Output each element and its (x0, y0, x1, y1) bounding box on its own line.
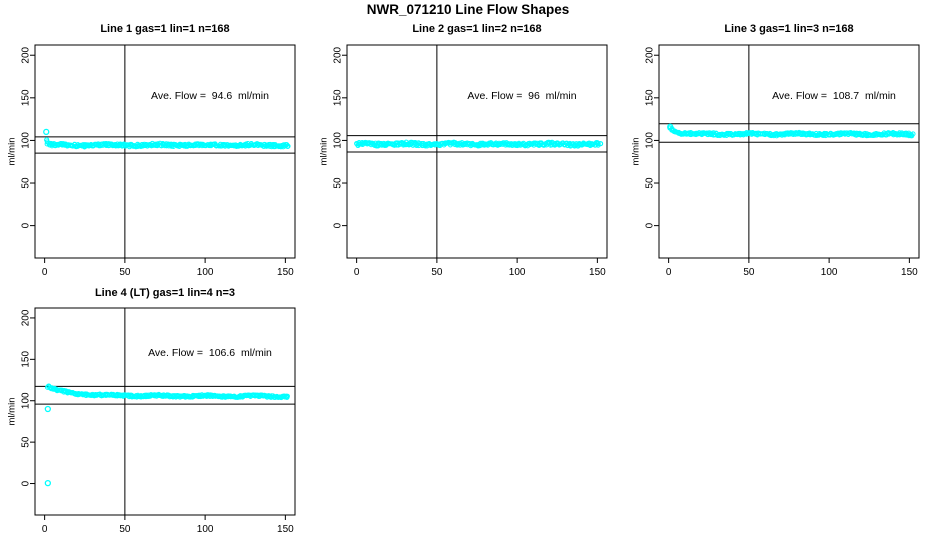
y-axis-tick-label: 0 (333, 222, 344, 228)
data-point-band (44, 383, 290, 487)
y-axis-label: ml/min (630, 138, 641, 166)
plot-marks: 0 50 100 150 0 50 100 150 200 ml/min (318, 44, 608, 278)
y-axis-tick-label: 200 (21, 46, 32, 63)
y-axis-tick-label: 50 (21, 177, 32, 189)
x-axis-tick-label: 150 (901, 267, 918, 278)
plot-marks: 0 50 100 150 0 50 100 150 200 ml/min (6, 307, 296, 535)
y-axis-tick-label: 100 (21, 392, 32, 409)
panel-title: Line 2 gas=1 lin=2 n=168 (412, 23, 541, 35)
panel-title: Line 3 gas=1 lin=3 n=168 (724, 23, 853, 35)
x-axis-tick-label: 0 (354, 267, 360, 278)
y-axis-label: ml/min (6, 138, 17, 166)
main-title: NWR_071210 Line Flow Shapes (366, 2, 570, 17)
panel-line-1: 0 50 100 150 0 50 100 150 200 ml/min Line 1 gas=1… (6, 23, 296, 278)
x-axis-tick-label: 0 (42, 524, 48, 535)
ave-flow-annotation: Ave. Flow = 96 ml/min (467, 90, 576, 102)
plot-border (658, 44, 920, 259)
y-axis-label: ml/min (318, 138, 329, 166)
x-axis-tick-label: 50 (431, 267, 443, 278)
panel-line-2: 0 50 100 150 0 50 100 150 200 ml/min Line 2 gas=1… (318, 23, 608, 278)
x-axis-tick-label: 150 (277, 524, 294, 535)
y-axis-tick-label: 50 (645, 177, 656, 189)
x-axis-tick-label: 50 (119, 267, 131, 278)
plot-border (346, 44, 608, 259)
panel-title: Line 1 gas=1 lin=1 n=168 (100, 23, 229, 35)
x-axis-tick-label: 50 (743, 267, 755, 278)
data-point-band (667, 123, 916, 139)
ave-flow-annotation: Ave. Flow = 106.6 ml/min (148, 347, 272, 359)
y-axis-tick-label: 100 (645, 132, 656, 149)
plot-marks: 0 50 100 150 0 50 100 150 200 ml/min (6, 44, 296, 278)
ave-flow-annotation: Ave. Flow = 108.7 ml/min (772, 90, 896, 102)
panel-title: Line 4 (LT) gas=1 lin=4 n=3 (95, 287, 235, 299)
x-axis-tick-label: 150 (277, 267, 294, 278)
y-axis-tick-label: 200 (21, 309, 32, 326)
x-axis-tick-label: 150 (589, 267, 606, 278)
x-axis-tick-label: 0 (42, 267, 48, 278)
x-axis-tick-label: 0 (666, 267, 672, 278)
y-axis-tick-label: 0 (21, 480, 32, 486)
data-point-band (43, 128, 291, 150)
y-axis-tick-label: 150 (21, 89, 32, 106)
plot-marks: 0 50 100 150 0 50 100 150 200 ml/min (630, 44, 920, 278)
panel-line-3: 0 50 100 150 0 50 100 150 200 ml/min Line 3 gas=1… (630, 23, 920, 278)
y-axis-tick-label: 200 (645, 46, 656, 63)
y-axis-tick-label: 0 (645, 222, 656, 228)
y-axis-tick-label: 50 (333, 177, 344, 189)
y-axis-tick-label: 100 (21, 132, 32, 149)
y-axis-tick-label: 200 (333, 46, 344, 63)
x-axis-tick-label: 100 (197, 524, 214, 535)
y-axis-label: ml/min (6, 398, 17, 426)
y-axis-tick-label: 150 (645, 89, 656, 106)
panel-line-4-lt: 0 50 100 150 0 50 100 150 200 ml/min Line 4 (LT) … (6, 287, 296, 535)
y-axis-tick-label: 0 (21, 222, 32, 228)
y-axis-tick-label: 150 (21, 351, 32, 368)
ave-flow-annotation: Ave. Flow = 94.6 ml/min (151, 90, 269, 102)
x-axis-tick-label: 100 (509, 267, 526, 278)
plot-border (34, 44, 296, 259)
x-axis-tick-label: 100 (821, 267, 838, 278)
y-axis-tick-label: 150 (333, 89, 344, 106)
data-point-band (354, 139, 604, 149)
y-axis-tick-label: 100 (333, 132, 344, 149)
x-axis-tick-label: 50 (119, 524, 131, 535)
y-axis-tick-label: 50 (21, 436, 32, 448)
plot-border (34, 307, 296, 516)
x-axis-tick-label: 100 (197, 267, 214, 278)
